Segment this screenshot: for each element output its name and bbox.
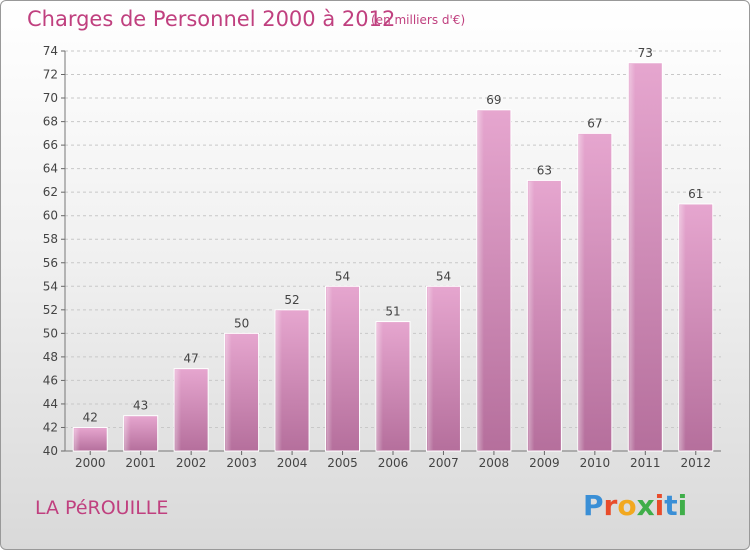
- chart-title: Charges de Personnel 2000 à 2012: [27, 7, 396, 31]
- x-tick-label: 2001: [125, 456, 156, 470]
- data-label: 73: [638, 46, 653, 60]
- x-tick-label: 2003: [226, 456, 257, 470]
- data-label: 69: [486, 93, 501, 107]
- y-tick-label: 52: [43, 303, 58, 317]
- x-tick-label: 2002: [176, 456, 207, 470]
- x-tick-label: 2009: [529, 456, 560, 470]
- logo-letter: P: [583, 489, 604, 522]
- y-tick-labels: 40 42 44 46 48 50 52 54 56 58 60 62 64 66 68 70 72 74: [43, 44, 58, 458]
- data-label: 67: [587, 116, 602, 130]
- y-tick-label: 42: [43, 420, 58, 434]
- y-tick-label: 58: [43, 232, 58, 246]
- data-label: 63: [537, 163, 552, 177]
- x-tick-label: 2008: [479, 456, 510, 470]
- x-tick-label: 2005: [327, 456, 358, 470]
- bar-highlight: [679, 204, 686, 450]
- y-tick-label: 54: [43, 279, 58, 293]
- y-tick-label: 48: [43, 350, 58, 364]
- data-label: 51: [385, 305, 400, 319]
- y-tick-label: 44: [43, 397, 58, 411]
- bar-highlight: [276, 310, 283, 450]
- y-tick-label: 40: [43, 444, 58, 458]
- data-label: 43: [133, 399, 148, 413]
- data-label: 61: [688, 187, 703, 201]
- y-tick-label: 70: [43, 91, 58, 105]
- data-label: 54: [436, 269, 451, 283]
- x-tick-label: 2000: [75, 456, 106, 470]
- logo-letter: o: [617, 489, 637, 522]
- y-tick-label: 64: [43, 162, 58, 176]
- x-tick-label: 2010: [580, 456, 611, 470]
- y-tick-label: 74: [43, 44, 58, 58]
- x-tick-label: 2011: [630, 456, 661, 470]
- logo-letter: t: [664, 489, 678, 522]
- bar-highlight: [427, 287, 434, 450]
- chart-subtitle: (en milliers d'€): [371, 13, 466, 27]
- y-tick-label: 60: [43, 209, 58, 223]
- bar-highlight: [629, 63, 636, 450]
- x-tick-label: 2012: [680, 456, 711, 470]
- y-tick-label: 72: [43, 68, 58, 82]
- logo-letter: x: [636, 489, 655, 522]
- y-tick-label: 50: [43, 326, 58, 340]
- bar-highlight: [377, 322, 383, 450]
- proxiti-logo[interactable]: Proxiti: [583, 489, 687, 522]
- y-tick-label: 68: [43, 115, 58, 129]
- data-label: 42: [83, 410, 98, 424]
- bar-highlight: [74, 428, 81, 450]
- data-label: 50: [234, 316, 249, 330]
- x-tick-label: 2007: [428, 456, 459, 470]
- bar-highlight: [175, 369, 182, 450]
- logo-letter: r: [603, 489, 618, 522]
- bar-highlight: [124, 416, 131, 450]
- data-label: 52: [284, 293, 299, 307]
- bar-highlight: [326, 287, 333, 450]
- data-label: 47: [184, 352, 199, 366]
- commune-name: LA PéROUILLE: [35, 497, 169, 519]
- x-tick-label: 2004: [277, 456, 308, 470]
- x-tick-label: 2006: [378, 456, 409, 470]
- bar-highlight: [477, 110, 484, 450]
- y-tick-label: 66: [43, 138, 58, 152]
- data-labels: 42 43 47 50 52 54 51 54 69 63 67 73 61: [83, 46, 704, 425]
- y-tick-label: 46: [43, 373, 58, 387]
- bar-highlight: [578, 134, 585, 450]
- x-tick-labels: 2000 2001 2002 2003 2004 2005 2006 2007 2008 2009…: [75, 451, 711, 470]
- logo-letter: i: [677, 489, 688, 522]
- y-tick-label: 56: [43, 256, 58, 270]
- data-label: 54: [335, 269, 350, 283]
- bar-highlight: [528, 181, 535, 451]
- bars: [72, 62, 714, 452]
- bar-highlight: [225, 334, 232, 450]
- y-tick-label: 62: [43, 185, 58, 199]
- logo-letter: i: [654, 489, 665, 522]
